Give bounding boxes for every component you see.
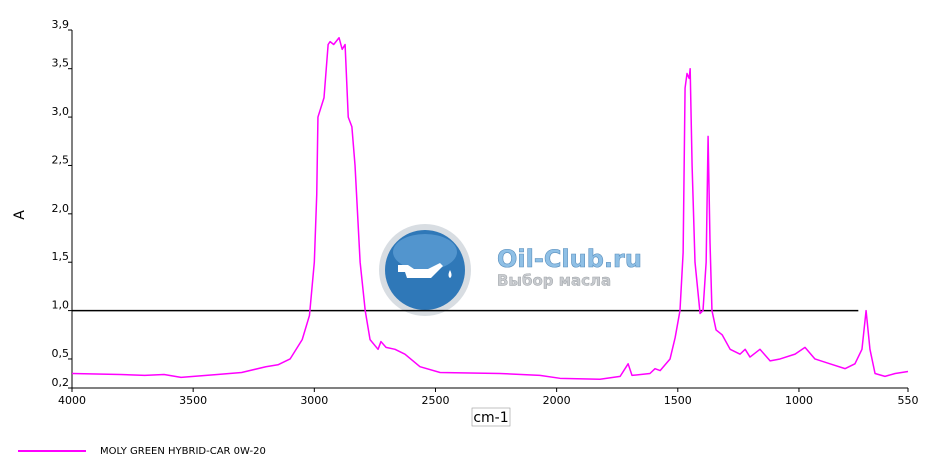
y-tick-label: 2,0 bbox=[52, 202, 70, 215]
x-label-box bbox=[471, 407, 511, 427]
x-tick-label: 4000 bbox=[58, 394, 86, 407]
x-tick-label: 550 bbox=[898, 394, 919, 407]
watermark-logo bbox=[379, 224, 471, 316]
y-tick-label: 0,5 bbox=[52, 347, 70, 360]
legend-label: MOLY GREEN HYBRID-CAR 0W-20 bbox=[100, 446, 266, 457]
watermark-title: Oil-Club.ru bbox=[497, 245, 642, 273]
y-tick-label: 3,5 bbox=[52, 57, 70, 70]
y-tick-label: 3,9 bbox=[52, 18, 70, 31]
x-tick-label: 1500 bbox=[664, 394, 692, 407]
watermark-subtitle: Выбор масла bbox=[497, 272, 611, 290]
x-tick-label: 2500 bbox=[421, 394, 449, 407]
x-tick-label: 1000 bbox=[785, 394, 813, 407]
spectrum-line bbox=[71, 36, 909, 381]
x-axis-label: cm-1 bbox=[473, 410, 508, 426]
y-tick-label: 1,0 bbox=[52, 299, 70, 312]
y-tick-label: 2,5 bbox=[52, 153, 70, 166]
y-axis-label: A bbox=[12, 210, 28, 220]
x-tick-label: 3500 bbox=[179, 394, 207, 407]
y-tick-label: 1,5 bbox=[52, 250, 70, 263]
x-tick-label: 2000 bbox=[543, 394, 571, 407]
x-tick-label: 3000 bbox=[300, 394, 328, 407]
y-tick-label: 0,2 bbox=[52, 376, 70, 389]
y-tick-label: 3,0 bbox=[52, 105, 70, 118]
